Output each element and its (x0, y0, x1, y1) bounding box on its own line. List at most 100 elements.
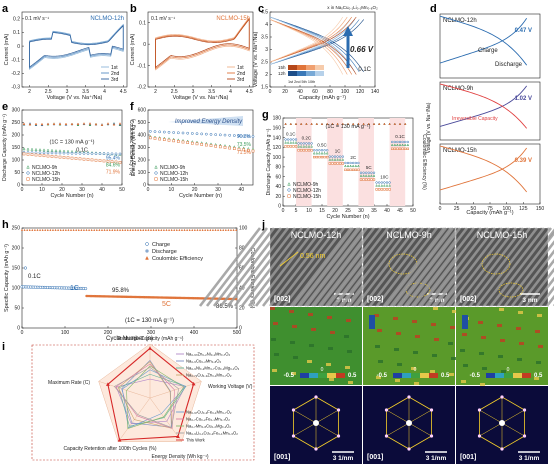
strain-patch (311, 328, 316, 331)
legend-label: Na₀.₇Cu₀.₂Fe₀.₁Mn₀.₇O₂ (186, 417, 230, 422)
x-tick-label: 10 (306, 208, 312, 214)
data-point (352, 165, 354, 167)
strain-patch (462, 315, 468, 329)
data-point (155, 229, 156, 230)
data-point (163, 131, 165, 133)
x-tick-label: 0 (282, 208, 285, 214)
data-point (51, 149, 53, 151)
data-point (210, 145, 212, 147)
data-point (47, 152, 49, 154)
data-point (355, 169, 357, 171)
voltage-gap-label: 0.39 V (515, 158, 532, 164)
y-tick-label: 100 (273, 155, 282, 161)
data-point (166, 229, 167, 230)
data-point (130, 229, 131, 230)
legend-label: NCLMO-15h (293, 194, 321, 200)
y-tick-label: 400 (138, 133, 147, 139)
panel-label-b: b (130, 3, 137, 15)
data-point (78, 229, 79, 230)
data-point (55, 229, 56, 230)
diffraction-spot (385, 434, 388, 437)
data-point (235, 229, 236, 230)
rate-label: 0.1C (358, 67, 371, 73)
rate-note: (1C = 130 mA g⁻¹) (125, 318, 174, 324)
data-point (145, 229, 146, 230)
x-tick-label: 15 (319, 208, 325, 214)
data-point (407, 141, 409, 143)
y-tick-label: 4.5 (261, 10, 268, 16)
x-tick-label: 40 (384, 208, 390, 214)
data-point (155, 172, 158, 175)
legend-label: Discharge (152, 249, 177, 255)
legend-label: Na₀.₆Ni₀.₂Mn₀.₇Cu₀.₁Mg₀.₁O₂ (186, 366, 240, 371)
data-point (332, 163, 334, 165)
data-point (194, 229, 195, 230)
strain-colorbar (393, 373, 438, 378)
diffraction-spot (385, 408, 388, 411)
data-point (67, 157, 69, 159)
data-point (337, 156, 339, 158)
data-point (225, 229, 226, 230)
data-point (402, 148, 404, 150)
data-point (43, 155, 45, 157)
data-point (39, 229, 40, 230)
data-point (342, 156, 344, 158)
rate-step-label: 2C (350, 155, 357, 160)
y-tick-label: -0.2 (11, 71, 20, 77)
data-point (334, 156, 336, 158)
data-point (219, 134, 221, 136)
data-point (176, 229, 177, 230)
data-point (91, 159, 93, 161)
data-point (155, 178, 158, 181)
colorbar-cell (429, 373, 438, 378)
charge-curve (440, 18, 527, 63)
data-point (355, 165, 357, 167)
diffraction-spot (314, 447, 317, 450)
data-point (402, 141, 404, 143)
data-point (288, 183, 291, 186)
colorbar-cell (288, 65, 297, 70)
rate-label: 0.1C (28, 274, 41, 280)
data-point (119, 229, 120, 230)
data-point (290, 142, 292, 144)
data-point (57, 229, 58, 230)
data-point (386, 188, 388, 190)
data-point (376, 185, 378, 187)
data-point (386, 185, 388, 187)
data-point (404, 141, 406, 143)
scale-bar-label: 3 1/nm (333, 455, 354, 462)
data-point (55, 152, 57, 154)
strain-patch (327, 316, 332, 319)
data-point (31, 154, 33, 156)
data-point (27, 153, 29, 155)
data-point (210, 229, 211, 230)
data-point (31, 148, 33, 150)
data-point (75, 157, 77, 159)
data-point (230, 229, 231, 230)
panel-label-d: d (430, 3, 437, 15)
legend-label: NCLMO-15h (32, 177, 60, 183)
rate-label: 1C (70, 285, 79, 292)
data-point (207, 229, 208, 230)
data-point (39, 152, 41, 154)
data-point (103, 153, 105, 155)
colorbar-cell (411, 373, 420, 378)
colorbar-cell (306, 71, 315, 76)
colorbar-label: 0.5 (348, 373, 357, 379)
y-tick-label: -0.1 (11, 57, 20, 63)
y-tick-label: -0.2 (137, 85, 146, 91)
radar-axis-label: Discharge Capacity (mAh g⁻¹) (117, 336, 184, 342)
y-tick-label: 50 (14, 170, 20, 176)
data-point (399, 141, 401, 143)
y-axis-label: Current (mA) (4, 33, 10, 65)
scale-bar-label: 3 1/nm (519, 455, 540, 462)
colorbar-cell (288, 71, 297, 76)
zone-axis-label: [001] (274, 454, 290, 461)
data-point (285, 145, 287, 147)
data-point (135, 229, 136, 230)
x-tick-label: 5 (295, 208, 298, 214)
colorbar-cell (297, 71, 306, 76)
data-point (228, 229, 229, 230)
strain-patch (497, 324, 502, 327)
data-point (119, 123, 121, 125)
